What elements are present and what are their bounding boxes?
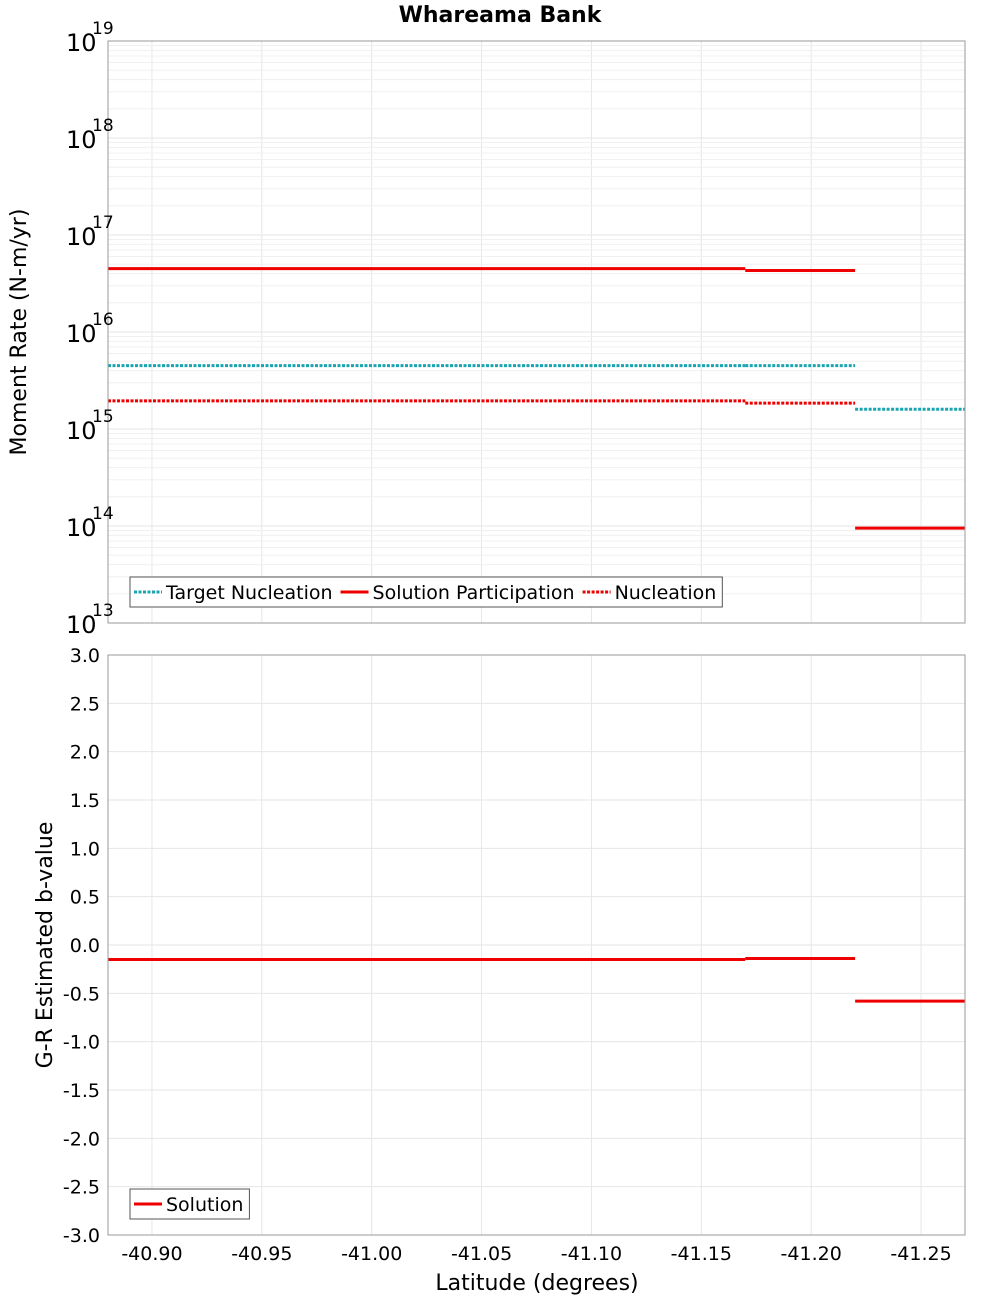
x-tick-label: -40.95 xyxy=(231,1243,292,1265)
bottom-y-tick-label: -2.0 xyxy=(63,1128,100,1150)
top-plot-frame xyxy=(107,40,966,624)
bottom-y-tick-label: -1.0 xyxy=(63,1032,100,1054)
bottom-legend: Solution xyxy=(129,1188,250,1220)
y-tick-base: 10 xyxy=(66,320,97,348)
bottom-y-tick-label: 3.0 xyxy=(70,645,100,667)
y-tick-base: 10 xyxy=(66,417,97,445)
bottom-y-tick-label: 2.5 xyxy=(70,693,100,715)
chart-title: Whareama Bank xyxy=(399,3,603,28)
bottom-plot-frame xyxy=(107,654,966,1236)
legend-label: Target Nucleation xyxy=(165,582,333,604)
legend-label: Solution Participation xyxy=(373,582,575,604)
x-tick-label: -41.10 xyxy=(561,1243,622,1265)
x-tick-label: -41.15 xyxy=(671,1243,732,1265)
bottom-y-tick-label: 1.0 xyxy=(70,838,100,860)
top-plot-grid xyxy=(108,40,965,624)
y-tick-base: 10 xyxy=(66,126,97,154)
x-tick-label: -41.00 xyxy=(341,1243,402,1265)
y-tick-exponent: 15 xyxy=(92,407,114,427)
x-tick-label: -41.20 xyxy=(781,1243,842,1265)
legend-box xyxy=(129,576,723,608)
bottom-y-tick-label: -1.5 xyxy=(63,1080,100,1102)
top-legend: Target Nucleation Solution Participation N… xyxy=(129,576,723,608)
y-tick-base: 10 xyxy=(66,29,97,57)
y-tick-exponent: 19 xyxy=(92,19,114,39)
bottom-plot-series xyxy=(108,957,965,1003)
y-tick-base: 10 xyxy=(66,611,97,639)
bottom-y-tick-label: 0.0 xyxy=(70,935,100,957)
legend-label: Solution xyxy=(166,1194,243,1216)
bottom-y-tick-label: -2.5 xyxy=(63,1177,100,1199)
x-tick-label: -41.05 xyxy=(451,1243,512,1265)
y-tick-exponent: 16 xyxy=(92,310,114,330)
legend-entry: Nucleation xyxy=(582,582,717,604)
top-y-axis-label: Moment Rate (N-m/yr) xyxy=(7,209,32,456)
bottom-y-tick-label: 1.5 xyxy=(70,790,100,812)
bottom-y-tick-label: 0.5 xyxy=(70,887,100,909)
legend-entry: Solution xyxy=(134,1194,243,1216)
x-tick-label: -40.90 xyxy=(121,1243,182,1265)
y-tick-base: 10 xyxy=(66,514,97,542)
y-tick-base: 10 xyxy=(66,223,97,251)
bottom-y-tick-label: -0.5 xyxy=(63,983,100,1005)
bottom-series-solution xyxy=(108,957,965,1003)
x-tick-labels: -40.90 -40.95 -41.00 -41.05 -41.10 -41.15 -41.… xyxy=(121,1243,951,1265)
bottom-y-tick-label: 2.0 xyxy=(70,742,100,764)
legend-entry: Solution Participation xyxy=(340,582,575,604)
top-plot-series xyxy=(108,267,965,530)
top-series-solution-participation xyxy=(108,267,965,530)
legend-entry: Target Nucleation xyxy=(134,582,333,604)
x-axis-label: Latitude (degrees) xyxy=(435,1271,638,1296)
top-series-target-nucleation xyxy=(108,364,965,411)
y-tick-exponent: 17 xyxy=(92,213,114,233)
y-tick-exponent: 13 xyxy=(92,601,114,621)
legend-label: Nucleation xyxy=(615,582,717,604)
x-tick-label: -41.25 xyxy=(890,1243,951,1265)
bottom-y-tick-label: -3.0 xyxy=(63,1225,100,1247)
bottom-y-axis-label: G-R Estimated b-value xyxy=(33,822,58,1069)
y-tick-exponent: 18 xyxy=(92,116,114,136)
y-tick-exponent: 14 xyxy=(92,504,114,524)
top-series-nucleation xyxy=(108,399,856,405)
bottom-y-tick-labels: 3.0 2.5 2.0 1.5 1.0 0.5 0.0 -0.5 -1.0 -1.5 -2.0 -2.… xyxy=(63,645,100,1247)
